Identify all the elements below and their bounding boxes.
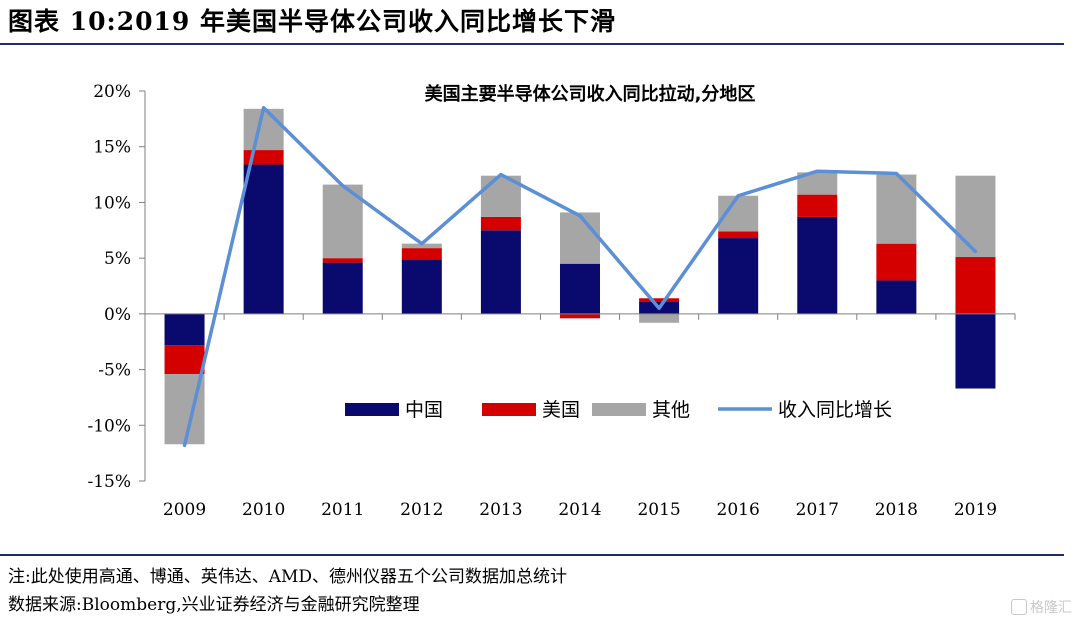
chart-title: 美国主要半导体公司收入同比拉动,分地区 [425,83,756,105]
x-tick-label-2012: 2012 [400,500,443,520]
stacked-bar-line-chart: 美国主要半导体公司收入同比拉动,分地区 20% 15% 10% 5% 0% -5% -10%… [87,82,1016,520]
bottom-rule [0,554,1064,556]
bar-2014-1 [560,313,600,319]
x-tick-label-2011: 2011 [321,500,364,520]
line-series-revenue-growth [182,105,978,448]
bar-2016-1 [718,231,759,239]
bar-2012-0 [401,259,442,314]
bar-2019-0 [955,313,996,389]
footnote: 注:此处使用高通、博通、英伟达、AMD、德州仪器五个公司数据加总统计 [8,567,568,587]
bar-2015-1 [639,298,680,302]
y-tick-label: 20% [93,82,131,102]
bar-2011-1 [322,258,363,263]
data-source: 数据来源:Bloomberg,兴业证券经济与金融研究院整理 [8,595,420,615]
legend-label-1: 美国 [542,399,580,421]
top-rule [0,43,1064,45]
legend-label-2: 其他 [652,399,690,421]
bar-2017-1 [797,194,838,217]
x-tick-label-2017: 2017 [796,500,839,520]
watermark-logo-icon [1011,599,1027,615]
bar-2018-0 [876,280,917,314]
bar-2012-1 [401,248,442,260]
x-tick-label-2019: 2019 [954,500,997,520]
bar-2010-2 [243,108,284,151]
bar-2010-0 [243,164,284,314]
figure-title: 图表 10:2019 年美国半导体公司收入同比增长下滑 [8,7,617,36]
legend-swatch-2 [592,403,646,416]
bar-2015-2 [639,313,680,323]
legend-label-0: 中国 [405,399,443,421]
x-tick-label-2009: 2009 [163,500,206,520]
x-tick-label-2010: 2010 [242,500,285,520]
bar-2013-1 [480,216,521,231]
x-tick-label-2015: 2015 [637,500,680,520]
bar-2014-0 [560,263,600,314]
bar-2016-0 [718,238,759,314]
legend-swatch-0 [345,403,399,416]
watermark-text: 格隆汇 [1030,600,1072,616]
bar-2009-0 [164,313,205,346]
y-tick-label: 0% [104,305,131,325]
x-tick-label-2013: 2013 [479,500,522,520]
bar-2019-2 [955,175,996,258]
bar-2018-1 [876,243,917,281]
bar-2011-0 [322,262,363,314]
legend-swatch-1 [482,403,536,416]
y-tick-label: 5% [104,249,131,269]
y-tick-label: -10% [87,416,131,436]
bar-2017-0 [797,216,838,314]
watermark: 格隆汇 [1011,597,1072,617]
bar-2013-0 [480,230,521,314]
y-tick-label: -5% [98,361,131,381]
y-tick-label: 10% [93,193,131,213]
bar-2019-1 [955,257,996,314]
legend-label-3: 收入同比增长 [778,399,892,421]
bar-2014-2 [560,212,600,264]
y-tick-label: -15% [87,472,131,492]
bar-2017-2 [797,172,838,195]
x-tick-label-2014: 2014 [558,500,601,520]
bar-2009-1 [164,345,205,375]
x-tick-label-2016: 2016 [717,500,760,520]
y-tick-label: 15% [93,138,131,158]
bar-2012-2 [401,243,442,249]
x-tick-label-2018: 2018 [875,500,918,520]
